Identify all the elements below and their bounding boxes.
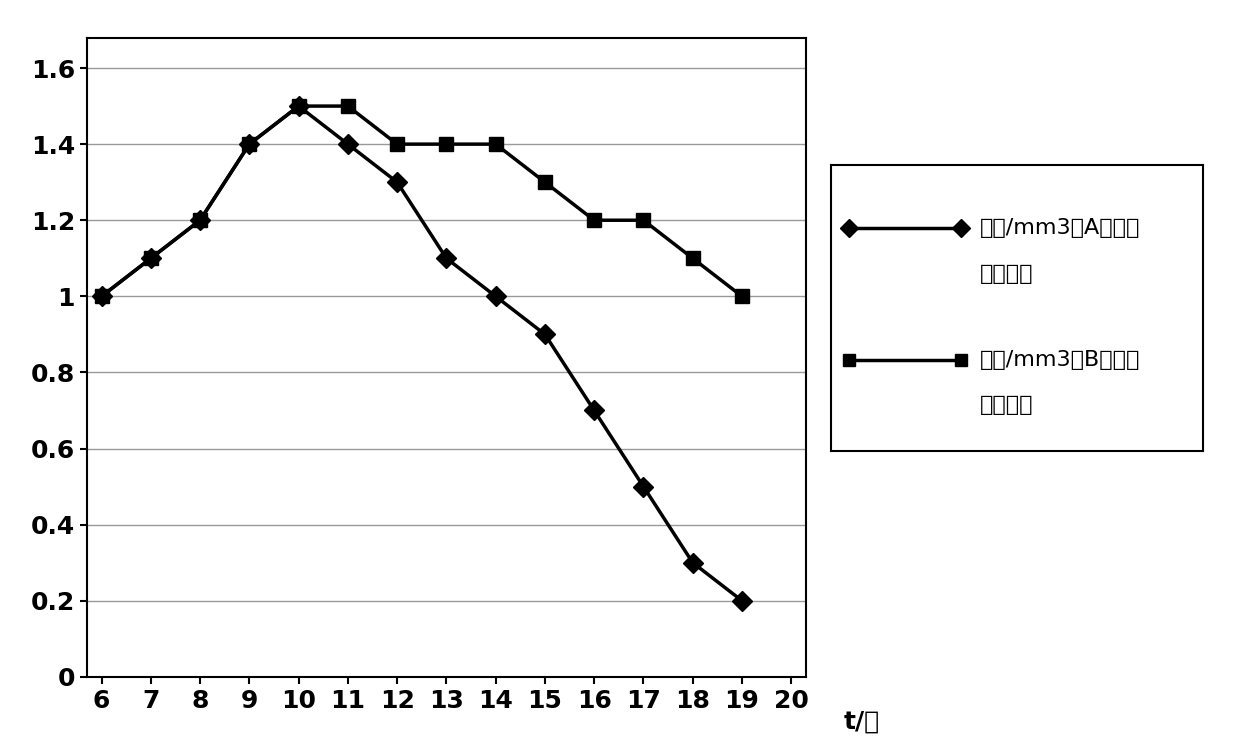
Text: 位：十万: 位：十万 bbox=[980, 264, 1033, 284]
Text: 位：十万: 位：十万 bbox=[980, 396, 1033, 415]
Text: 个数/mm3（A组）单: 个数/mm3（A组）单 bbox=[980, 218, 1140, 238]
Text: 个数/mm3（B组）单: 个数/mm3（B组）单 bbox=[980, 350, 1140, 370]
Text: t/天: t/天 bbox=[843, 710, 879, 734]
